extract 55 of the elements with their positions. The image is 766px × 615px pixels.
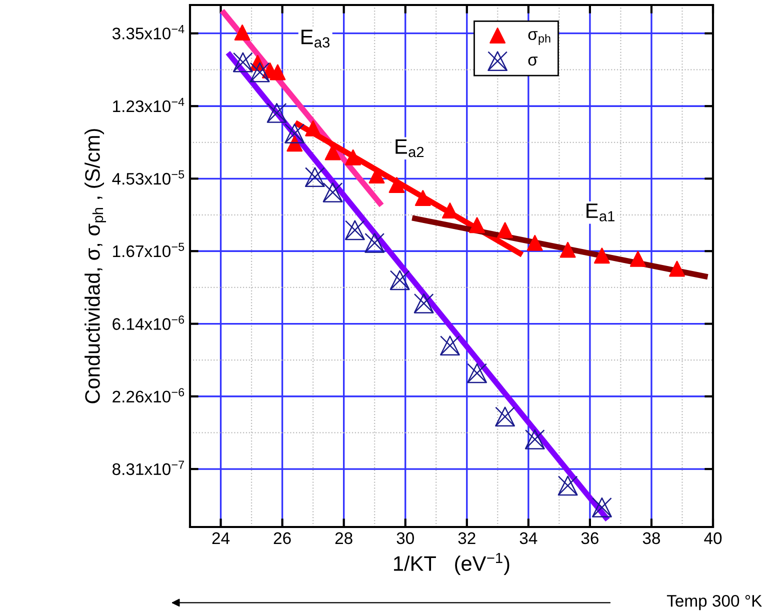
y-tick-label: 2.26x10$^{−6}$ [112,388,184,403]
x-tick-label: 24 [212,532,230,544]
point [345,149,362,166]
point [495,406,515,427]
annotation: E$_{a3}$ [302,30,330,48]
point [232,52,253,72]
y-tick-label: 6.14x10$^{−6}$ [112,315,184,330]
x-tick-label: 30 [396,532,414,544]
annotation: E$_{a1}$ [586,204,614,222]
point [524,429,545,450]
point [344,220,365,240]
point [592,497,612,518]
point [440,336,460,356]
point [560,242,576,258]
point [669,260,685,277]
point [305,120,322,136]
x-axis-title: 1/KT (eV$^{−1}$) [394,552,510,576]
point [270,64,286,80]
legend-label: σ$_{ph}$ [528,31,550,45]
point [414,293,434,314]
legend-label: σ [528,56,538,66]
y-axis-title: Conductividad, σ, σ$_{ph}$ , (S/cm) [84,129,106,404]
point [322,182,343,202]
x-tick-label: 36 [581,532,598,544]
y-tick-label: 4.53x10$^{−5}$ [112,170,184,185]
text: Temp 300 °K [666,594,762,610]
point [388,177,405,193]
y-tick-label: 3.35x10$^{−4}$ [112,25,184,40]
y-tick-label: 8.31x10$^{−7}$ [112,460,184,476]
x-tick-label: 26 [274,532,291,544]
point [497,222,514,238]
y-tick-label: 1.67x10$^{−5}$ [113,242,184,258]
point [594,248,610,264]
point [526,234,543,251]
x-tick-label: 40 [704,532,722,544]
point [390,270,410,290]
point [284,124,305,144]
point [364,232,385,253]
x-tick-label: 32 [458,532,476,544]
point [286,136,303,152]
point [414,190,431,206]
x-tick-label: 34 [520,532,538,544]
point [467,363,487,384]
point [469,217,486,234]
point [250,62,270,82]
annotation: E$_{a2}$ [396,139,424,158]
point [442,202,458,219]
point [558,476,578,496]
point [630,250,646,267]
x-tick-label: 38 [642,532,660,544]
point [266,102,287,123]
y-tick-label: 1.23x10$^{−4}$ [113,98,184,112]
point [304,167,325,188]
point [234,24,250,40]
x-tick-label: 28 [335,532,352,544]
